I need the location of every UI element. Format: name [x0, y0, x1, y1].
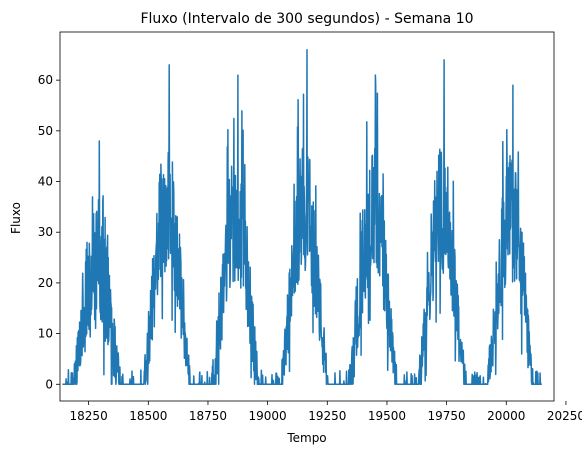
plot-area [61, 48, 543, 386]
y-tick-label: 20 [38, 276, 53, 290]
x-tick-label: 20000 [487, 409, 525, 423]
chart-title: Fluxo (Intervalo de 300 segundos) - Sema… [140, 11, 473, 27]
x-tick-label: 18750 [189, 409, 227, 423]
plot-frame [59, 31, 555, 402]
y-tick-label: 30 [38, 225, 53, 239]
y-tick-label: 10 [38, 327, 53, 341]
y-tick-label: 40 [38, 175, 53, 189]
x-tick-label: 19750 [428, 409, 466, 423]
y-tick-label: 60 [38, 73, 53, 87]
x-tick-label: 18500 [129, 409, 167, 423]
x-tick-label: 19250 [308, 409, 346, 423]
axes: 18250 18500 18750 19000 19250 19500 19750 20000… [38, 31, 582, 423]
x-tick-label: 19500 [368, 409, 406, 423]
x-axis-label: Tempo [286, 431, 326, 445]
y-tick-label: 0 [45, 377, 53, 391]
y-axis-label: Fluxo [9, 202, 23, 234]
y-tick-label: 50 [38, 124, 53, 138]
x-tick-label: 18250 [70, 409, 108, 423]
x-tick-label: 20250 [547, 409, 582, 423]
series-line-0 [61, 48, 543, 386]
x-tick-label: 19000 [249, 409, 287, 423]
